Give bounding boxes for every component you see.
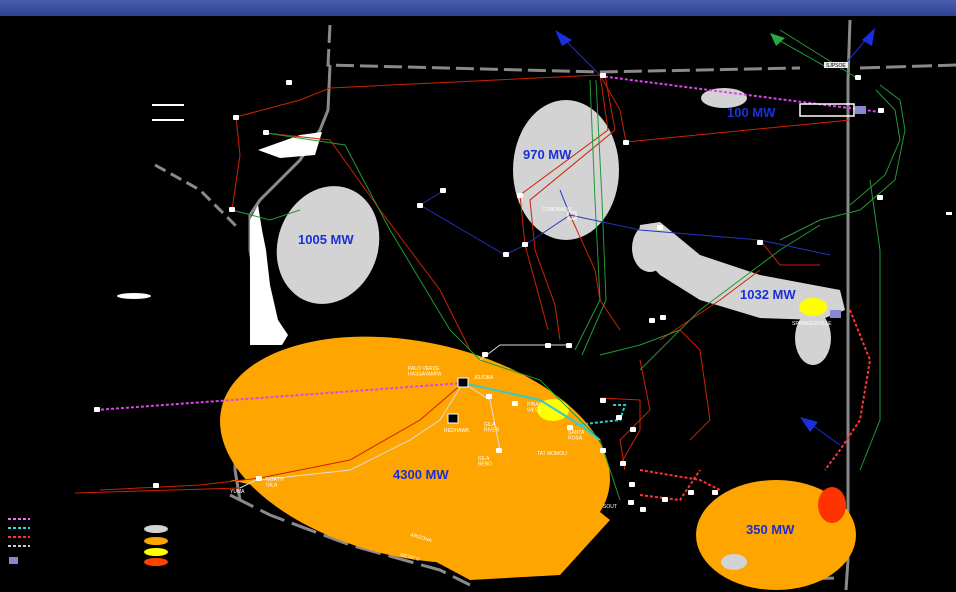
zone-label-east: 1032 MW	[740, 287, 796, 302]
zone-label-southeast: 350 MW	[746, 522, 795, 537]
title-bar	[0, 0, 956, 16]
lines-white	[239, 344, 570, 489]
lines-blue	[419, 189, 831, 256]
zone-label-northwest: 1005 MW	[298, 232, 354, 247]
station-north-gila: NORTH GILA	[266, 477, 284, 489]
station-south: SOUT	[603, 504, 617, 510]
legend-box	[9, 557, 18, 564]
station-jojoba: JOJOBA	[474, 375, 494, 381]
lines-red-dashed	[639, 309, 872, 502]
legend-patch-red	[144, 558, 168, 566]
station-springerville: SPRINGERVILLE	[792, 321, 832, 327]
station-pinal-west: PINAL WEST	[527, 402, 542, 414]
zone-label-phoenix: 4300 MW	[393, 467, 449, 482]
zone-phoenix-tail	[230, 480, 610, 580]
legend-patch-yellow	[144, 548, 168, 556]
station-sjpsa: SJPSOE	[826, 63, 846, 69]
lines-green	[231, 29, 906, 501]
station-tat-momoli: TAT MOMOLI	[537, 451, 567, 457]
station-coronado: CORONADO	[542, 207, 572, 213]
lines-magenta	[95, 75, 881, 411]
station-palo-verde: PALO VERDE HASSAYAMPA	[408, 366, 442, 378]
station-gila-river: GILA RIVER	[484, 422, 500, 434]
station-gila-bend: GILA BEND	[478, 456, 492, 468]
lines-cyan	[462, 382, 627, 441]
station-yuma: YUMA	[230, 489, 245, 495]
terrain-white	[117, 104, 952, 345]
station-redhawk: REDHAWK	[444, 428, 470, 434]
zone-label-nm-north: 100 MW	[727, 105, 776, 120]
flow-arrows	[555, 28, 875, 446]
zone-northwest	[276, 186, 380, 304]
station-santa-rosa: SANTA ROSA	[568, 430, 585, 442]
substations	[94, 62, 884, 512]
state-label-mexico: MEXICO	[400, 552, 421, 563]
zone-label-north-central: 970 MW	[523, 147, 572, 162]
legend	[8, 518, 168, 566]
legend-patch-grey	[144, 525, 168, 533]
zone-east	[636, 222, 845, 320]
legend-patch-orange	[144, 537, 168, 545]
